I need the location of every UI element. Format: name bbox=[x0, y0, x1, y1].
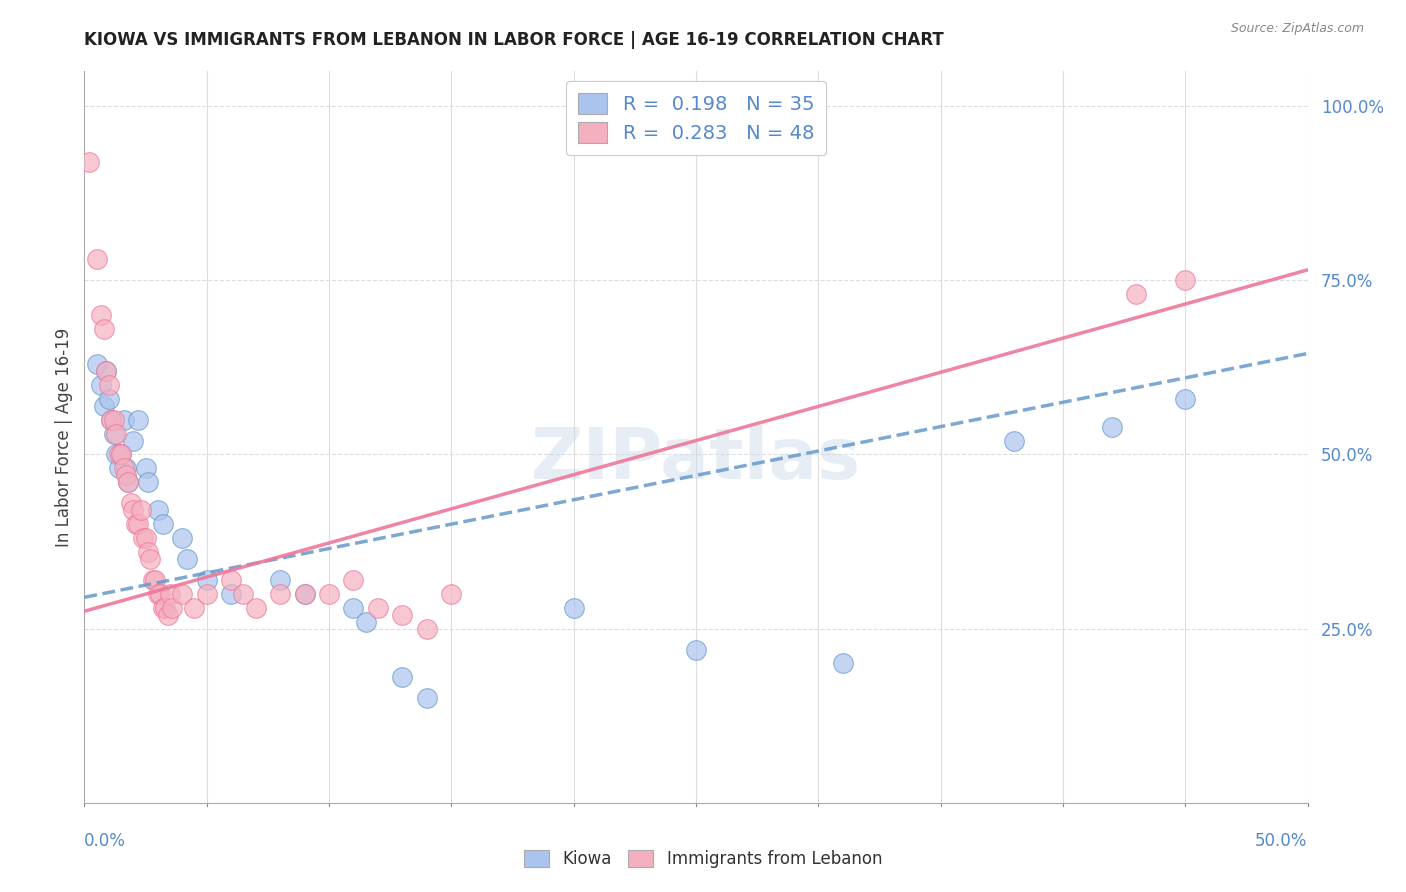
Point bbox=[172, 531, 194, 545]
Point bbox=[416, 691, 439, 706]
Point bbox=[219, 587, 242, 601]
Point bbox=[146, 503, 169, 517]
Point bbox=[176, 552, 198, 566]
Point bbox=[232, 587, 254, 601]
Point bbox=[294, 587, 316, 601]
Text: 50.0%: 50.0% bbox=[1256, 832, 1308, 850]
Point bbox=[440, 587, 463, 601]
Point bbox=[122, 503, 145, 517]
Point bbox=[1125, 287, 1147, 301]
Point bbox=[416, 622, 439, 636]
Point bbox=[152, 517, 174, 532]
Point bbox=[96, 364, 118, 378]
Point bbox=[149, 587, 172, 601]
Point bbox=[105, 448, 128, 462]
Point bbox=[153, 600, 176, 615]
Point bbox=[86, 357, 108, 371]
Point bbox=[162, 600, 184, 615]
Text: KIOWA VS IMMIGRANTS FROM LEBANON IN LABOR FORCE | AGE 16-19 CORRELATION CHART: KIOWA VS IMMIGRANTS FROM LEBANON IN LABO… bbox=[84, 31, 943, 49]
Point bbox=[342, 573, 364, 587]
Point bbox=[77, 155, 100, 169]
Point bbox=[96, 364, 118, 378]
Point bbox=[90, 308, 112, 322]
Point bbox=[110, 448, 132, 462]
Point bbox=[93, 399, 115, 413]
Point bbox=[146, 587, 169, 601]
Point bbox=[136, 545, 159, 559]
Point bbox=[107, 461, 129, 475]
Point bbox=[93, 322, 115, 336]
Point bbox=[117, 475, 139, 490]
Point bbox=[100, 412, 122, 426]
Point bbox=[105, 426, 128, 441]
Text: Source: ZipAtlas.com: Source: ZipAtlas.com bbox=[1230, 22, 1364, 36]
Point bbox=[112, 412, 135, 426]
Point bbox=[342, 600, 364, 615]
Point bbox=[391, 607, 413, 622]
Point bbox=[136, 475, 159, 490]
Point bbox=[129, 503, 152, 517]
Point bbox=[294, 587, 316, 601]
Point bbox=[318, 587, 340, 601]
Point bbox=[107, 448, 129, 462]
Point bbox=[269, 573, 291, 587]
Point bbox=[132, 531, 155, 545]
Point bbox=[143, 573, 166, 587]
Point bbox=[156, 607, 179, 622]
Point bbox=[110, 448, 132, 462]
Point bbox=[245, 600, 267, 615]
Point bbox=[115, 461, 138, 475]
Point bbox=[97, 377, 120, 392]
Point bbox=[1101, 419, 1123, 434]
Point bbox=[127, 412, 149, 426]
Point bbox=[135, 531, 157, 545]
Point bbox=[115, 468, 138, 483]
Text: ZIPatlas: ZIPatlas bbox=[531, 425, 860, 493]
Point bbox=[127, 517, 149, 532]
Point bbox=[103, 412, 125, 426]
Point bbox=[354, 615, 377, 629]
Point bbox=[391, 670, 413, 684]
Point bbox=[831, 657, 853, 671]
Point bbox=[562, 600, 585, 615]
Point bbox=[219, 573, 242, 587]
Point bbox=[139, 552, 162, 566]
Point bbox=[152, 600, 174, 615]
Text: 0.0%: 0.0% bbox=[84, 832, 127, 850]
Y-axis label: In Labor Force | Age 16-19: In Labor Force | Age 16-19 bbox=[55, 327, 73, 547]
Point bbox=[685, 642, 707, 657]
Point bbox=[86, 252, 108, 267]
Point bbox=[103, 426, 125, 441]
Point bbox=[195, 587, 218, 601]
Point bbox=[1002, 434, 1025, 448]
Point bbox=[125, 517, 148, 532]
Legend: Kiowa, Immigrants from Lebanon: Kiowa, Immigrants from Lebanon bbox=[517, 843, 889, 875]
Point bbox=[159, 587, 181, 601]
Point bbox=[97, 392, 120, 406]
Point bbox=[183, 600, 205, 615]
Point bbox=[172, 587, 194, 601]
Point bbox=[122, 434, 145, 448]
Legend: R =  0.198   N = 35, R =  0.283   N = 48: R = 0.198 N = 35, R = 0.283 N = 48 bbox=[567, 81, 825, 154]
Point bbox=[142, 573, 165, 587]
Point bbox=[90, 377, 112, 392]
Point bbox=[195, 573, 218, 587]
Point bbox=[1174, 273, 1197, 287]
Point bbox=[135, 461, 157, 475]
Point bbox=[117, 475, 139, 490]
Point bbox=[367, 600, 389, 615]
Point bbox=[269, 587, 291, 601]
Point bbox=[120, 496, 142, 510]
Point bbox=[112, 461, 135, 475]
Point bbox=[100, 412, 122, 426]
Point bbox=[1174, 392, 1197, 406]
